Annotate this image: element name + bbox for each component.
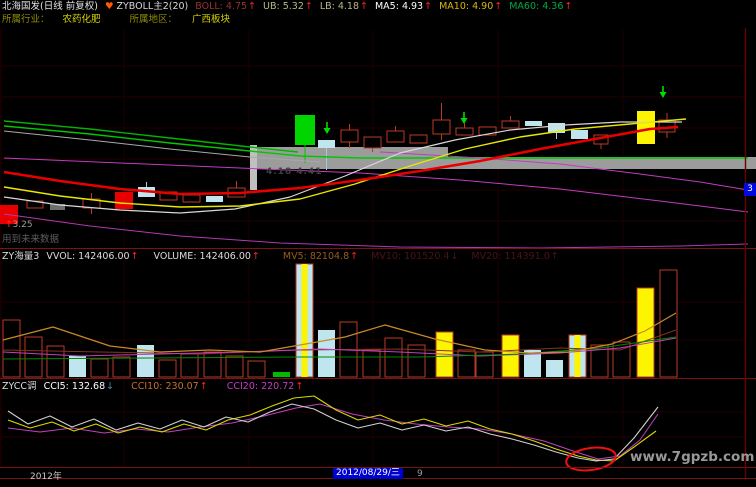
- region-label: 所属地区：: [130, 14, 178, 26]
- region-value-label: 广西板块: [192, 14, 231, 25]
- boll-value: BOLL: 4.75 ↑: [195, 1, 256, 13]
- band-price-annotation: 4.18 4.41: [266, 167, 323, 177]
- cci20-value-label: CCI20: 220.72: [226, 381, 295, 392]
- mv5-value-label: MV5: 82104.8: [282, 251, 350, 262]
- trend-up-arrow-icon: ↑: [360, 1, 368, 12]
- trend-up-arrow-icon: ↑: [130, 251, 139, 262]
- trend-up-arrow-icon: ↑: [295, 381, 304, 392]
- mv20-value: MV20: 114391.0 ↑: [471, 251, 558, 263]
- future-data-note: 用到未来数据: [2, 234, 60, 245]
- trend-down-arrow-icon: ↓: [106, 381, 115, 392]
- trend-up-arrow-icon: ↑: [564, 1, 573, 12]
- mv10-value: MV10: 101520.4 ↓: [371, 251, 458, 263]
- x-axis-date-highlight[interactable]: 2012/08/29/三: [333, 468, 403, 479]
- industry-label: 所属行业：: [2, 14, 50, 26]
- volume-value-label: VOLUME: 142406.00: [153, 251, 251, 262]
- ma10-value: MA10: 4.90 ↑: [439, 1, 502, 13]
- trend-up-arrow-icon: ↑: [550, 251, 559, 262]
- ub-value: UB: 5.32 ↑: [263, 1, 313, 13]
- trend-up-arrow-icon: ↑: [424, 1, 433, 12]
- vvol-value-label: VVOL: 142406.00: [46, 251, 130, 262]
- volume-indicator-name: ZY海量3: [2, 251, 39, 263]
- cci10-value-label: CCI10: 230.07: [131, 381, 199, 392]
- ma60-value: MA60: 4.36 ↑: [509, 1, 572, 13]
- industry-value-label: 农药化肥: [62, 14, 101, 25]
- trend-up-arrow-icon: ↑: [304, 1, 313, 12]
- trend-up-arrow-icon: ↑: [248, 1, 257, 12]
- low-price-marker: ↑3.25: [5, 220, 33, 230]
- volume-indicator-header: ZY海量3 VVOL: 142406.00 ↑ VOLUME: 142406.00 ↑ M…: [2, 251, 559, 263]
- industry-info-bar: 所属行业： 农药化肥 所属地区： 广西板块: [2, 14, 230, 26]
- cci-indicator-name: ZYCC调: [2, 381, 37, 393]
- lb-value: LB: 4.18 ↑: [320, 1, 368, 13]
- low-price-label: 3.25: [12, 220, 33, 230]
- up-arrow-icon: ↑: [5, 220, 13, 230]
- trend-down-arrow-icon: ↓: [450, 251, 459, 262]
- stock-title-label: 北海国发(日线 前复权): [2, 1, 98, 12]
- ma5-value: MA5: 4.93 ↑: [375, 1, 432, 13]
- heart-icon: ♥: [104, 1, 114, 12]
- trend-up-arrow-icon: ↑: [199, 381, 208, 392]
- boll-value-label: BOLL: 4.75: [195, 1, 248, 12]
- trend-up-arrow-icon: ↑: [251, 251, 260, 262]
- title-bar: 北海国发(日线 前复权) ♥ ZYBOLL主2(20) BOLL: 4.75 ↑ UB: …: [2, 1, 572, 13]
- cci10-value: CCI10: 230.07 ↑: [131, 381, 208, 393]
- mv20-value-label: MV20: 114391.0: [471, 251, 550, 262]
- ma5-value-label: MA5: 4.93: [374, 1, 424, 12]
- cci5-value-label: CCI5: 132.68: [43, 381, 106, 392]
- ma10-value-label: MA10: 4.90: [439, 1, 494, 12]
- price-axis-badge: 3: [744, 183, 756, 196]
- cci20-value: CCI20: 220.72 ↑: [227, 381, 304, 393]
- indicator-name: ZYBOLL主2(20): [116, 1, 188, 13]
- region-label-label: 所属地区：: [129, 14, 178, 25]
- x-axis-count-label: 9: [417, 469, 423, 479]
- industry-value: 农药化肥: [63, 14, 101, 26]
- volume-indicator-name-label: ZY海量3: [2, 251, 40, 262]
- cci5-value: CCI5: 132.68 ↓: [44, 381, 115, 393]
- region-value: 广西板块: [192, 14, 230, 26]
- stock-title: 北海国发(日线 前复权): [2, 1, 98, 13]
- x-axis-year-label: 2012年: [30, 472, 62, 482]
- mv5-value: MV5: 82104.8 ↑: [283, 251, 358, 263]
- ub-value-label: UB: 5.32: [263, 1, 304, 12]
- volume-value: VOLUME: 142406.00 ↑: [154, 251, 260, 263]
- mv10-value-label: MV10: 101520.4: [371, 251, 450, 262]
- cci-indicator-header: ZYCC调 CCI5: 132.68 ↓ CCI10: 230.07 ↑ CCI20: 2…: [2, 381, 303, 393]
- trend-up-arrow-icon: ↑: [494, 1, 503, 12]
- ma60-value-label: MA60: 4.36: [509, 1, 564, 12]
- vvol-value: VVOL: 142406.00 ↑: [46, 251, 138, 263]
- cci-indicator-name-label: ZYCC调: [2, 381, 37, 392]
- industry-label-label: 所属行业：: [2, 14, 50, 25]
- site-watermark: www.7gpzb.com: [630, 449, 755, 465]
- indicator-name-label: ZYBOLL主2(20): [116, 1, 189, 12]
- lb-value-label: LB: 4.18: [319, 1, 360, 12]
- trend-up-arrow-icon: ↑: [350, 251, 359, 262]
